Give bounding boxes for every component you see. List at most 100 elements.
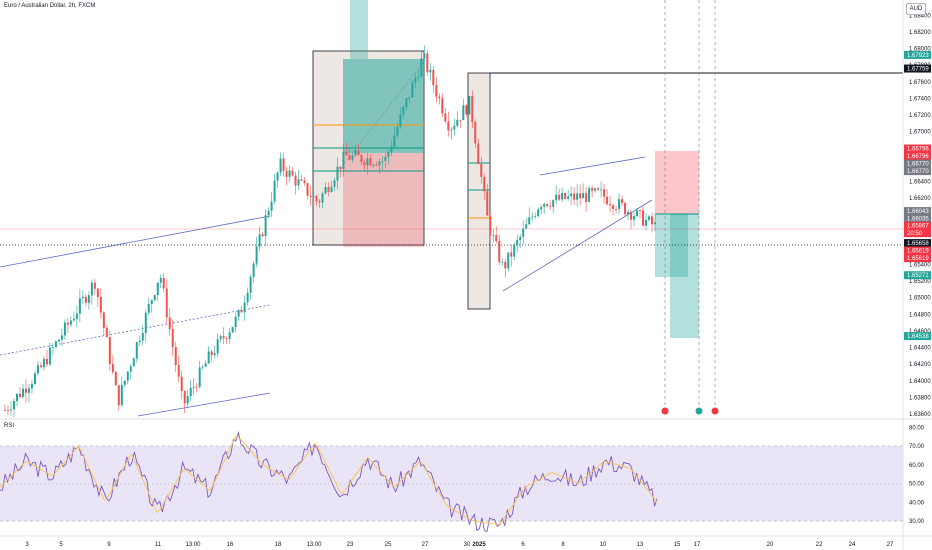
candle — [135, 341, 138, 363]
candle-body — [264, 215, 267, 237]
candle — [297, 170, 300, 190]
candle — [27, 383, 30, 403]
candle — [474, 119, 477, 149]
candle — [279, 152, 282, 176]
rsi-pane[interactable] — [0, 430, 903, 532]
candle — [378, 158, 381, 174]
candle-body — [297, 179, 300, 186]
candle — [312, 190, 315, 198]
candle-body — [408, 97, 411, 99]
candle-body — [510, 252, 513, 257]
candle-body — [303, 180, 306, 184]
candle-body — [366, 158, 369, 166]
candle-body — [207, 351, 210, 364]
wedge-upper[interactable] — [539, 156, 646, 176]
channel-mid-left[interactable] — [0, 304, 271, 356]
candle — [462, 98, 465, 121]
candle — [9, 400, 12, 417]
candle-body — [330, 186, 333, 192]
candle — [270, 192, 273, 217]
candle — [393, 126, 396, 148]
candle — [642, 206, 645, 227]
candle — [594, 187, 597, 193]
top-projection[interactable] — [350, 0, 368, 59]
candle — [324, 182, 327, 195]
candle — [495, 226, 498, 244]
price-tag: 1.66770 — [904, 159, 931, 168]
channel-lower-left[interactable] — [137, 392, 271, 417]
short-position-stop[interactable] — [655, 151, 699, 214]
event-marker-icon[interactable] — [694, 406, 704, 416]
currency-button[interactable]: AUD — [906, 3, 926, 15]
candle — [6, 405, 9, 416]
candle-body — [138, 340, 141, 343]
candle — [36, 360, 39, 376]
candle-body — [117, 385, 120, 406]
candle — [12, 398, 15, 418]
long-position-target[interactable] — [343, 59, 424, 153]
short-position-target-2[interactable] — [670, 214, 699, 338]
price-tag-bg — [904, 239, 931, 248]
rsi-axis[interactable]: 80.00 70.00 60.00 50.00 40.00 30.00 — [909, 425, 925, 525]
candle-body — [624, 202, 627, 215]
channel-upper-left[interactable] — [0, 215, 271, 268]
drawing-layer[interactable] — [0, 0, 903, 417]
candle-body — [471, 95, 474, 122]
candle — [384, 153, 387, 169]
price-pane[interactable] — [0, 0, 903, 418]
candle — [507, 252, 510, 272]
long-position-stop[interactable] — [343, 153, 424, 247]
candle-body — [564, 192, 567, 199]
price-tag-bg — [904, 332, 931, 341]
candle — [171, 319, 174, 356]
candle — [414, 73, 417, 88]
candle — [258, 226, 261, 251]
short-position-target[interactable] — [655, 214, 688, 277]
wedge-lower[interactable] — [502, 199, 653, 292]
candle — [195, 383, 198, 392]
candle-body — [267, 210, 270, 216]
candle — [15, 393, 18, 406]
candle-body — [144, 312, 147, 333]
candle — [447, 111, 450, 137]
time-tick-label: 27 — [887, 542, 894, 548]
price-tick-label: 1.67200 — [909, 113, 931, 119]
candle — [612, 203, 615, 216]
range-box-2[interactable] — [467, 72, 491, 310]
candle — [84, 293, 87, 307]
candle — [402, 105, 405, 119]
candle-body — [99, 296, 102, 313]
candle-body — [231, 327, 234, 333]
candle — [252, 261, 255, 284]
candle — [411, 79, 414, 98]
candle-body — [648, 216, 651, 220]
candle-body — [324, 187, 327, 194]
candle — [648, 214, 651, 222]
candle — [519, 233, 522, 249]
event-marker-icon[interactable] — [660, 406, 670, 416]
candle-body — [579, 193, 582, 199]
time-axis[interactable]: 3 5 9 11 13:00 16 18 13:00 23 25 27 30 2025 6 8 10 13 15 1… — [25, 542, 894, 548]
candle — [198, 360, 201, 389]
candle — [267, 207, 270, 219]
candle — [282, 152, 285, 177]
candle — [444, 108, 447, 124]
candle — [654, 214, 656, 232]
candle — [249, 274, 252, 301]
candle-body — [222, 336, 225, 339]
event-marker-icon[interactable] — [710, 406, 720, 416]
candle-body — [273, 180, 276, 202]
trend-dotted[interactable] — [342, 61, 425, 166]
price-tag-label: 1.67923 — [907, 53, 929, 59]
candle-body — [363, 162, 366, 166]
candle — [315, 194, 318, 207]
candle-body — [597, 188, 600, 190]
candle-body — [414, 77, 417, 83]
candle — [336, 157, 339, 190]
candle-body — [126, 371, 129, 381]
candle — [141, 325, 144, 346]
candle-body — [534, 216, 537, 217]
candle-body — [48, 347, 51, 365]
candle-body — [399, 114, 402, 127]
